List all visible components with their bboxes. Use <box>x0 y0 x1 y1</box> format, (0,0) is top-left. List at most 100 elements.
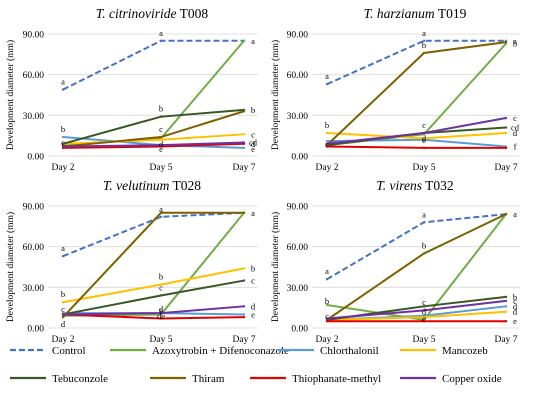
significance-letter: d <box>251 139 256 149</box>
data-point-thiophanate-methyl <box>242 315 246 319</box>
legend-item-thiram: Thiram <box>150 373 225 385</box>
data-point-copper-oxide <box>504 299 508 303</box>
significance-letter: c <box>513 296 517 306</box>
data-point-thiram <box>159 135 163 139</box>
y-tick-label: 30.00 <box>287 112 309 122</box>
significance-letter: cd <box>511 123 520 133</box>
data-point-chlorthalonil <box>242 313 246 316</box>
significance-letter: a <box>513 209 517 219</box>
x-tick-label: Day 5 <box>413 335 436 345</box>
significance-letter: b <box>513 38 517 48</box>
significance-letter: c <box>422 120 426 130</box>
data-point-mancozeb <box>159 138 163 141</box>
x-tick-label: Day 2 <box>52 335 75 345</box>
chart-title: T. citrinoviride T008 <box>96 6 209 21</box>
y-tick-label: 0.00 <box>27 325 44 335</box>
chart-panel-1: T. citrinoviride T008 Development diamete… <box>5 6 258 173</box>
y-tick-label: 90.00 <box>23 203 45 213</box>
significance-letter: c <box>251 129 255 139</box>
legend-label: Azoxytrobin + Difenoconazole <box>152 345 289 357</box>
data-point-thiram <box>61 315 65 319</box>
title-species: T. harzianum <box>364 6 435 21</box>
significance-letter: b <box>159 104 163 114</box>
data-point-control <box>61 88 65 91</box>
significance-letter: a <box>325 71 329 81</box>
series-line-control <box>62 39 244 91</box>
chart-title: T. velutinum T028 <box>103 178 201 193</box>
significance-letter: c <box>61 304 65 314</box>
data-point-thiophanate-methyl <box>159 317 163 320</box>
significance-letter: d <box>513 307 518 317</box>
x-tick-label: Day 7 <box>233 163 256 173</box>
y-tick-label: 60.00 <box>23 243 45 253</box>
y-tick-label: 60.00 <box>23 71 45 81</box>
significance-letter: e <box>159 306 163 316</box>
data-point-thiophanate-methyl <box>325 145 329 148</box>
series-line-thiram <box>62 110 245 148</box>
significance-letter: e <box>422 314 426 324</box>
title-species: T. citrinoviride <box>96 6 177 21</box>
y-tick-label: 0.00 <box>27 153 44 163</box>
data-point-mancozeb <box>242 267 246 270</box>
data-point-control <box>159 215 163 219</box>
significance-letter: a <box>513 36 517 46</box>
legend-label: Tebuconzole <box>52 373 108 385</box>
data-point-tebuconzole <box>504 126 508 129</box>
significance-letter: c <box>513 113 517 123</box>
series-line-control <box>326 39 506 86</box>
data-point-mancozeb <box>242 133 246 136</box>
legend-item-azoxytrobin-difenoconazole: Azoxytrobin + Difenoconazole <box>110 345 289 357</box>
significance-letter: c <box>422 297 426 307</box>
title-strain: T032 <box>422 178 454 193</box>
data-point-control <box>61 254 65 258</box>
data-point-thiram <box>242 211 246 214</box>
significance-letter: e <box>251 144 255 154</box>
significance-letter: c <box>159 282 163 292</box>
significance-letter: b <box>251 263 255 273</box>
data-point-copper-oxide <box>242 305 246 308</box>
significance-letter: f <box>514 142 517 152</box>
x-tick-label: Day 5 <box>413 163 436 173</box>
significance-letter: e <box>513 316 517 326</box>
data-point-control <box>422 39 426 42</box>
chart-panels: T. citrinoviride T008 Development diamete… <box>5 6 520 345</box>
series-line-thiophanate-methyl <box>326 145 506 149</box>
legend-label: Control <box>52 345 86 357</box>
series-line-thiram <box>62 211 244 318</box>
significance-letter: d <box>159 139 164 149</box>
data-point-copper-oxide <box>325 317 329 320</box>
data-point-control <box>422 221 426 224</box>
significance-letter: c <box>251 276 255 286</box>
significance-letter: b <box>159 272 163 282</box>
significance-letter: c <box>159 124 163 134</box>
data-point-thiram <box>159 211 163 214</box>
data-point-thiophanate-methyl <box>504 146 508 150</box>
significance-letter: a <box>251 208 255 218</box>
data-point-thiram <box>504 40 508 44</box>
data-point-thiophanate-methyl <box>422 146 426 150</box>
data-point-control <box>325 82 329 86</box>
data-point-thiophanate-methyl <box>504 320 508 323</box>
significance-letter: a <box>159 28 163 38</box>
legend-item-thiophanate-methyl: Thiophanate-methyl <box>250 373 381 385</box>
significance-letter: b <box>61 124 65 134</box>
title-strain: T028 <box>169 178 201 193</box>
significance-letter: b <box>251 105 255 115</box>
significance-letter: a <box>251 36 255 46</box>
significance-letter: cd <box>249 137 258 147</box>
data-point-copper-oxide <box>325 142 329 145</box>
significance-letter: c <box>61 137 65 147</box>
data-point-thiram <box>242 110 246 113</box>
legend-item-mancozeb: Mancozeb <box>400 345 488 357</box>
x-tick-label: Day 5 <box>150 335 173 345</box>
data-point-mancozeb <box>422 137 426 140</box>
x-tick-label: Day 7 <box>495 335 518 345</box>
data-point-thiophanate-methyl <box>422 320 426 323</box>
chart-panel-3: T. velutinum T028 Development diameter (m… <box>5 178 258 345</box>
data-point-copper-oxide <box>422 309 426 312</box>
data-point-thiram <box>504 212 508 216</box>
legend-label: Mancozeb <box>442 345 488 357</box>
data-point-mancozeb <box>61 301 65 304</box>
chart-panel-2: T. harzianum T019 Development diameter (m… <box>270 6 520 173</box>
